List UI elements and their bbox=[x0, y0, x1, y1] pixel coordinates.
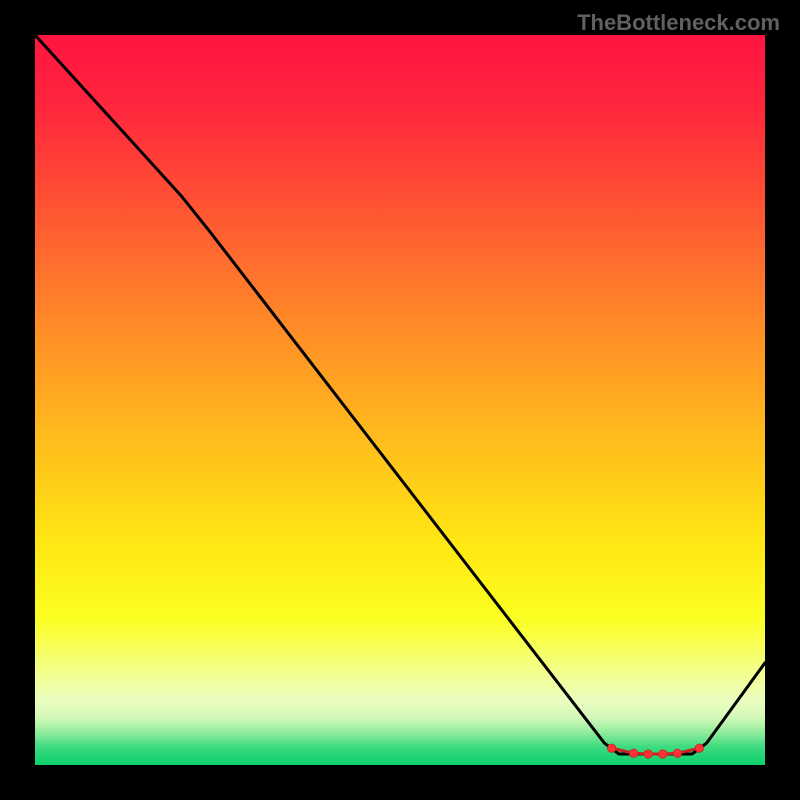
gradient-background bbox=[35, 35, 765, 765]
marker-point bbox=[659, 750, 667, 758]
watermark-text: TheBottleneck.com bbox=[577, 10, 780, 36]
chart-svg bbox=[35, 35, 765, 765]
marker-point bbox=[629, 749, 637, 757]
marker-point bbox=[608, 744, 616, 752]
marker-point bbox=[644, 750, 652, 758]
marker-point bbox=[673, 749, 681, 757]
plot-area bbox=[35, 35, 765, 765]
chart-frame: TheBottleneck.com bbox=[0, 0, 800, 800]
marker-point bbox=[695, 744, 703, 752]
